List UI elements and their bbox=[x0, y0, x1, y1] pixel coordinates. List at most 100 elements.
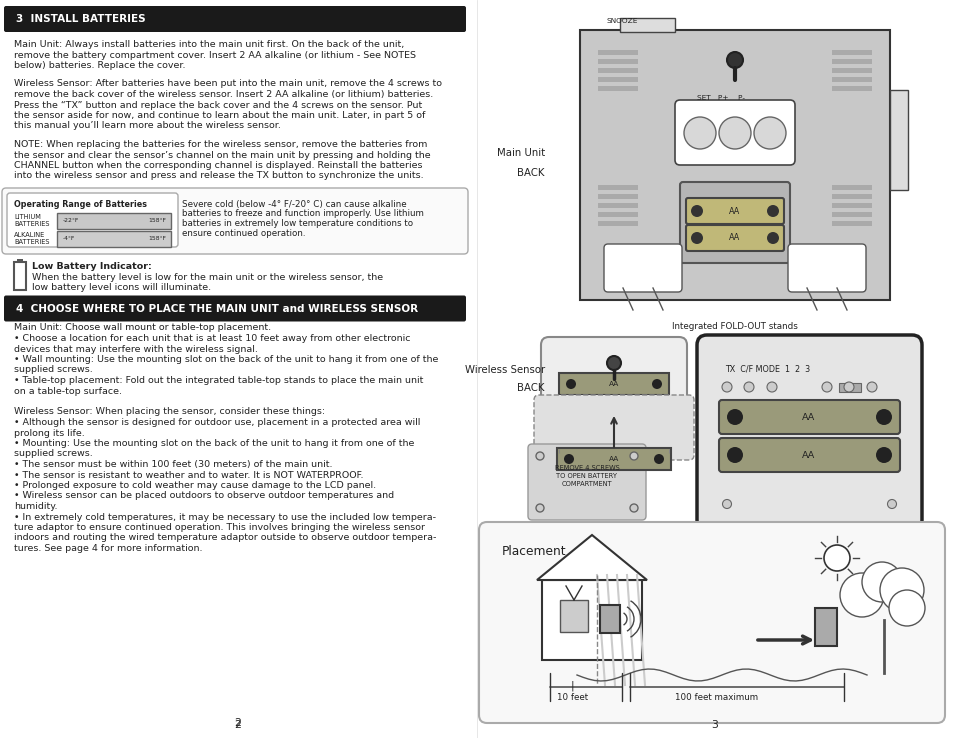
Bar bbox=[831, 194, 871, 199]
Text: AA: AA bbox=[801, 450, 815, 460]
Text: on a table-top surface.: on a table-top surface. bbox=[14, 387, 122, 396]
Bar bbox=[831, 50, 871, 55]
FancyBboxPatch shape bbox=[558, 373, 668, 395]
Circle shape bbox=[875, 409, 891, 425]
Text: Wireless Sensor: When placing the sensor, consider these things:: Wireless Sensor: When placing the sensor… bbox=[14, 407, 325, 416]
Text: ensure continued operation.: ensure continued operation. bbox=[182, 229, 305, 238]
Bar bbox=[619, 18, 675, 32]
Bar bbox=[831, 68, 871, 73]
Text: • Although the sensor is designed for outdoor use, placement in a protected area: • Although the sensor is designed for ou… bbox=[14, 418, 420, 427]
Circle shape bbox=[821, 382, 831, 392]
Circle shape bbox=[654, 454, 663, 464]
Circle shape bbox=[823, 545, 849, 571]
Bar bbox=[14, 262, 26, 290]
Bar bbox=[598, 221, 638, 226]
Bar bbox=[838, 383, 861, 392]
Circle shape bbox=[862, 562, 901, 602]
Text: +: + bbox=[730, 450, 739, 460]
Circle shape bbox=[766, 205, 779, 217]
Text: into the wireless sensor and press and release the TX button to synchronize the : into the wireless sensor and press and r… bbox=[14, 171, 423, 181]
Bar bbox=[598, 185, 638, 190]
Text: 2: 2 bbox=[234, 720, 241, 730]
Bar bbox=[814, 608, 836, 646]
Text: −: − bbox=[730, 412, 739, 422]
Bar bbox=[559, 600, 587, 632]
Circle shape bbox=[726, 447, 742, 463]
Circle shape bbox=[565, 379, 576, 389]
Bar bbox=[598, 59, 638, 64]
Text: • The sensor is resistant to weather and to water. It is NOT WATERPROOF.: • The sensor is resistant to weather and… bbox=[14, 471, 363, 480]
FancyBboxPatch shape bbox=[557, 448, 670, 470]
Text: BACK: BACK bbox=[517, 383, 544, 393]
Text: tures. See page 4 for more information.: tures. See page 4 for more information. bbox=[14, 544, 202, 553]
FancyBboxPatch shape bbox=[4, 6, 465, 32]
Text: 158°F: 158°F bbox=[148, 218, 166, 224]
FancyBboxPatch shape bbox=[2, 188, 468, 254]
FancyBboxPatch shape bbox=[787, 244, 865, 292]
Bar bbox=[831, 221, 871, 226]
Bar bbox=[831, 59, 871, 64]
Text: BACK: BACK bbox=[517, 168, 544, 178]
Text: AA: AA bbox=[608, 381, 618, 387]
Text: supplied screws.: supplied screws. bbox=[14, 365, 92, 374]
Circle shape bbox=[581, 404, 586, 410]
Circle shape bbox=[563, 454, 574, 464]
Circle shape bbox=[690, 205, 702, 217]
Text: 3  INSTALL BATTERIES: 3 INSTALL BATTERIES bbox=[16, 14, 146, 24]
Polygon shape bbox=[537, 535, 646, 580]
Bar bbox=[831, 203, 871, 208]
Text: • Choose a location for each unit that is at least 10 feet away from other elect: • Choose a location for each unit that i… bbox=[14, 334, 410, 343]
Text: −: − bbox=[655, 455, 661, 463]
Circle shape bbox=[726, 52, 742, 68]
FancyBboxPatch shape bbox=[478, 522, 944, 723]
Circle shape bbox=[690, 232, 702, 244]
FancyBboxPatch shape bbox=[540, 337, 686, 443]
Bar bbox=[599, 605, 619, 633]
Bar bbox=[598, 50, 638, 55]
Text: REMOVE 4 SCREWS
TO OPEN BATTERY
COMPARTMENT: REMOVE 4 SCREWS TO OPEN BATTERY COMPARTM… bbox=[554, 465, 618, 487]
Text: below) batteries. Replace the cover.: below) batteries. Replace the cover. bbox=[14, 61, 185, 70]
Circle shape bbox=[629, 452, 638, 460]
FancyBboxPatch shape bbox=[685, 198, 783, 224]
FancyBboxPatch shape bbox=[675, 100, 794, 165]
Text: the sensor aside for now, and continue to learn about the main unit. Later, in p: the sensor aside for now, and continue t… bbox=[14, 111, 425, 120]
Circle shape bbox=[866, 382, 876, 392]
Text: 158°F: 158°F bbox=[148, 236, 166, 241]
Text: AA: AA bbox=[729, 233, 740, 243]
Text: 4  CHOOSE WHERE TO PLACE THE MAIN UNIT and WIRELESS SENSOR: 4 CHOOSE WHERE TO PLACE THE MAIN UNIT an… bbox=[16, 303, 417, 314]
FancyBboxPatch shape bbox=[603, 244, 681, 292]
Text: Operating Range of Batteries: Operating Range of Batteries bbox=[14, 200, 147, 209]
Text: +: + bbox=[768, 206, 777, 216]
Text: NOTE: When replacing the batteries for the wireless sensor, remove the batteries: NOTE: When replacing the batteries for t… bbox=[14, 140, 427, 149]
Bar bbox=[598, 68, 638, 73]
Text: TX  C/F MODE  1  2  3: TX C/F MODE 1 2 3 bbox=[724, 365, 809, 374]
Bar bbox=[831, 86, 871, 91]
Bar bbox=[598, 203, 638, 208]
Circle shape bbox=[606, 356, 620, 370]
Bar bbox=[598, 194, 638, 199]
Text: SNOOZE: SNOOZE bbox=[606, 18, 638, 24]
FancyBboxPatch shape bbox=[719, 438, 899, 472]
Text: • Table-top placement: Fold out the integrated table-top stands to place the mai: • Table-top placement: Fold out the inte… bbox=[14, 376, 423, 385]
Text: AA: AA bbox=[608, 456, 618, 462]
FancyBboxPatch shape bbox=[534, 395, 693, 460]
Circle shape bbox=[753, 117, 785, 149]
Circle shape bbox=[875, 447, 891, 463]
Text: Severe cold (below -4° F/-20° C) can cause alkaline: Severe cold (below -4° F/-20° C) can cau… bbox=[182, 200, 406, 209]
Text: Wireless Sensor: Wireless Sensor bbox=[464, 365, 544, 375]
Text: -22°F: -22°F bbox=[63, 218, 79, 224]
Text: CHANNEL button when the corresponding channel is displayed. Reinstall the batter: CHANNEL button when the corresponding ch… bbox=[14, 161, 422, 170]
Text: • Mounting: Use the mounting slot on the back of the unit to hang it from one of: • Mounting: Use the mounting slot on the… bbox=[14, 439, 414, 448]
Bar bbox=[17, 259, 23, 263]
Text: batteries in extremely low temperature conditions to: batteries in extremely low temperature c… bbox=[182, 219, 413, 228]
Text: −: − bbox=[879, 450, 888, 460]
Circle shape bbox=[596, 404, 601, 410]
Text: 3: 3 bbox=[711, 720, 718, 730]
Text: Main Unit: Main Unit bbox=[497, 148, 544, 158]
FancyBboxPatch shape bbox=[679, 182, 789, 263]
Text: remove the battery compartment cover. Insert 2 AA alkaline (or lithium - See NOT: remove the battery compartment cover. In… bbox=[14, 50, 416, 60]
FancyBboxPatch shape bbox=[685, 225, 783, 251]
Text: supplied screws.: supplied screws. bbox=[14, 449, 92, 458]
Text: this manual you’ll learn more about the wireless sensor.: this manual you’ll learn more about the … bbox=[14, 122, 280, 131]
FancyBboxPatch shape bbox=[4, 295, 465, 322]
